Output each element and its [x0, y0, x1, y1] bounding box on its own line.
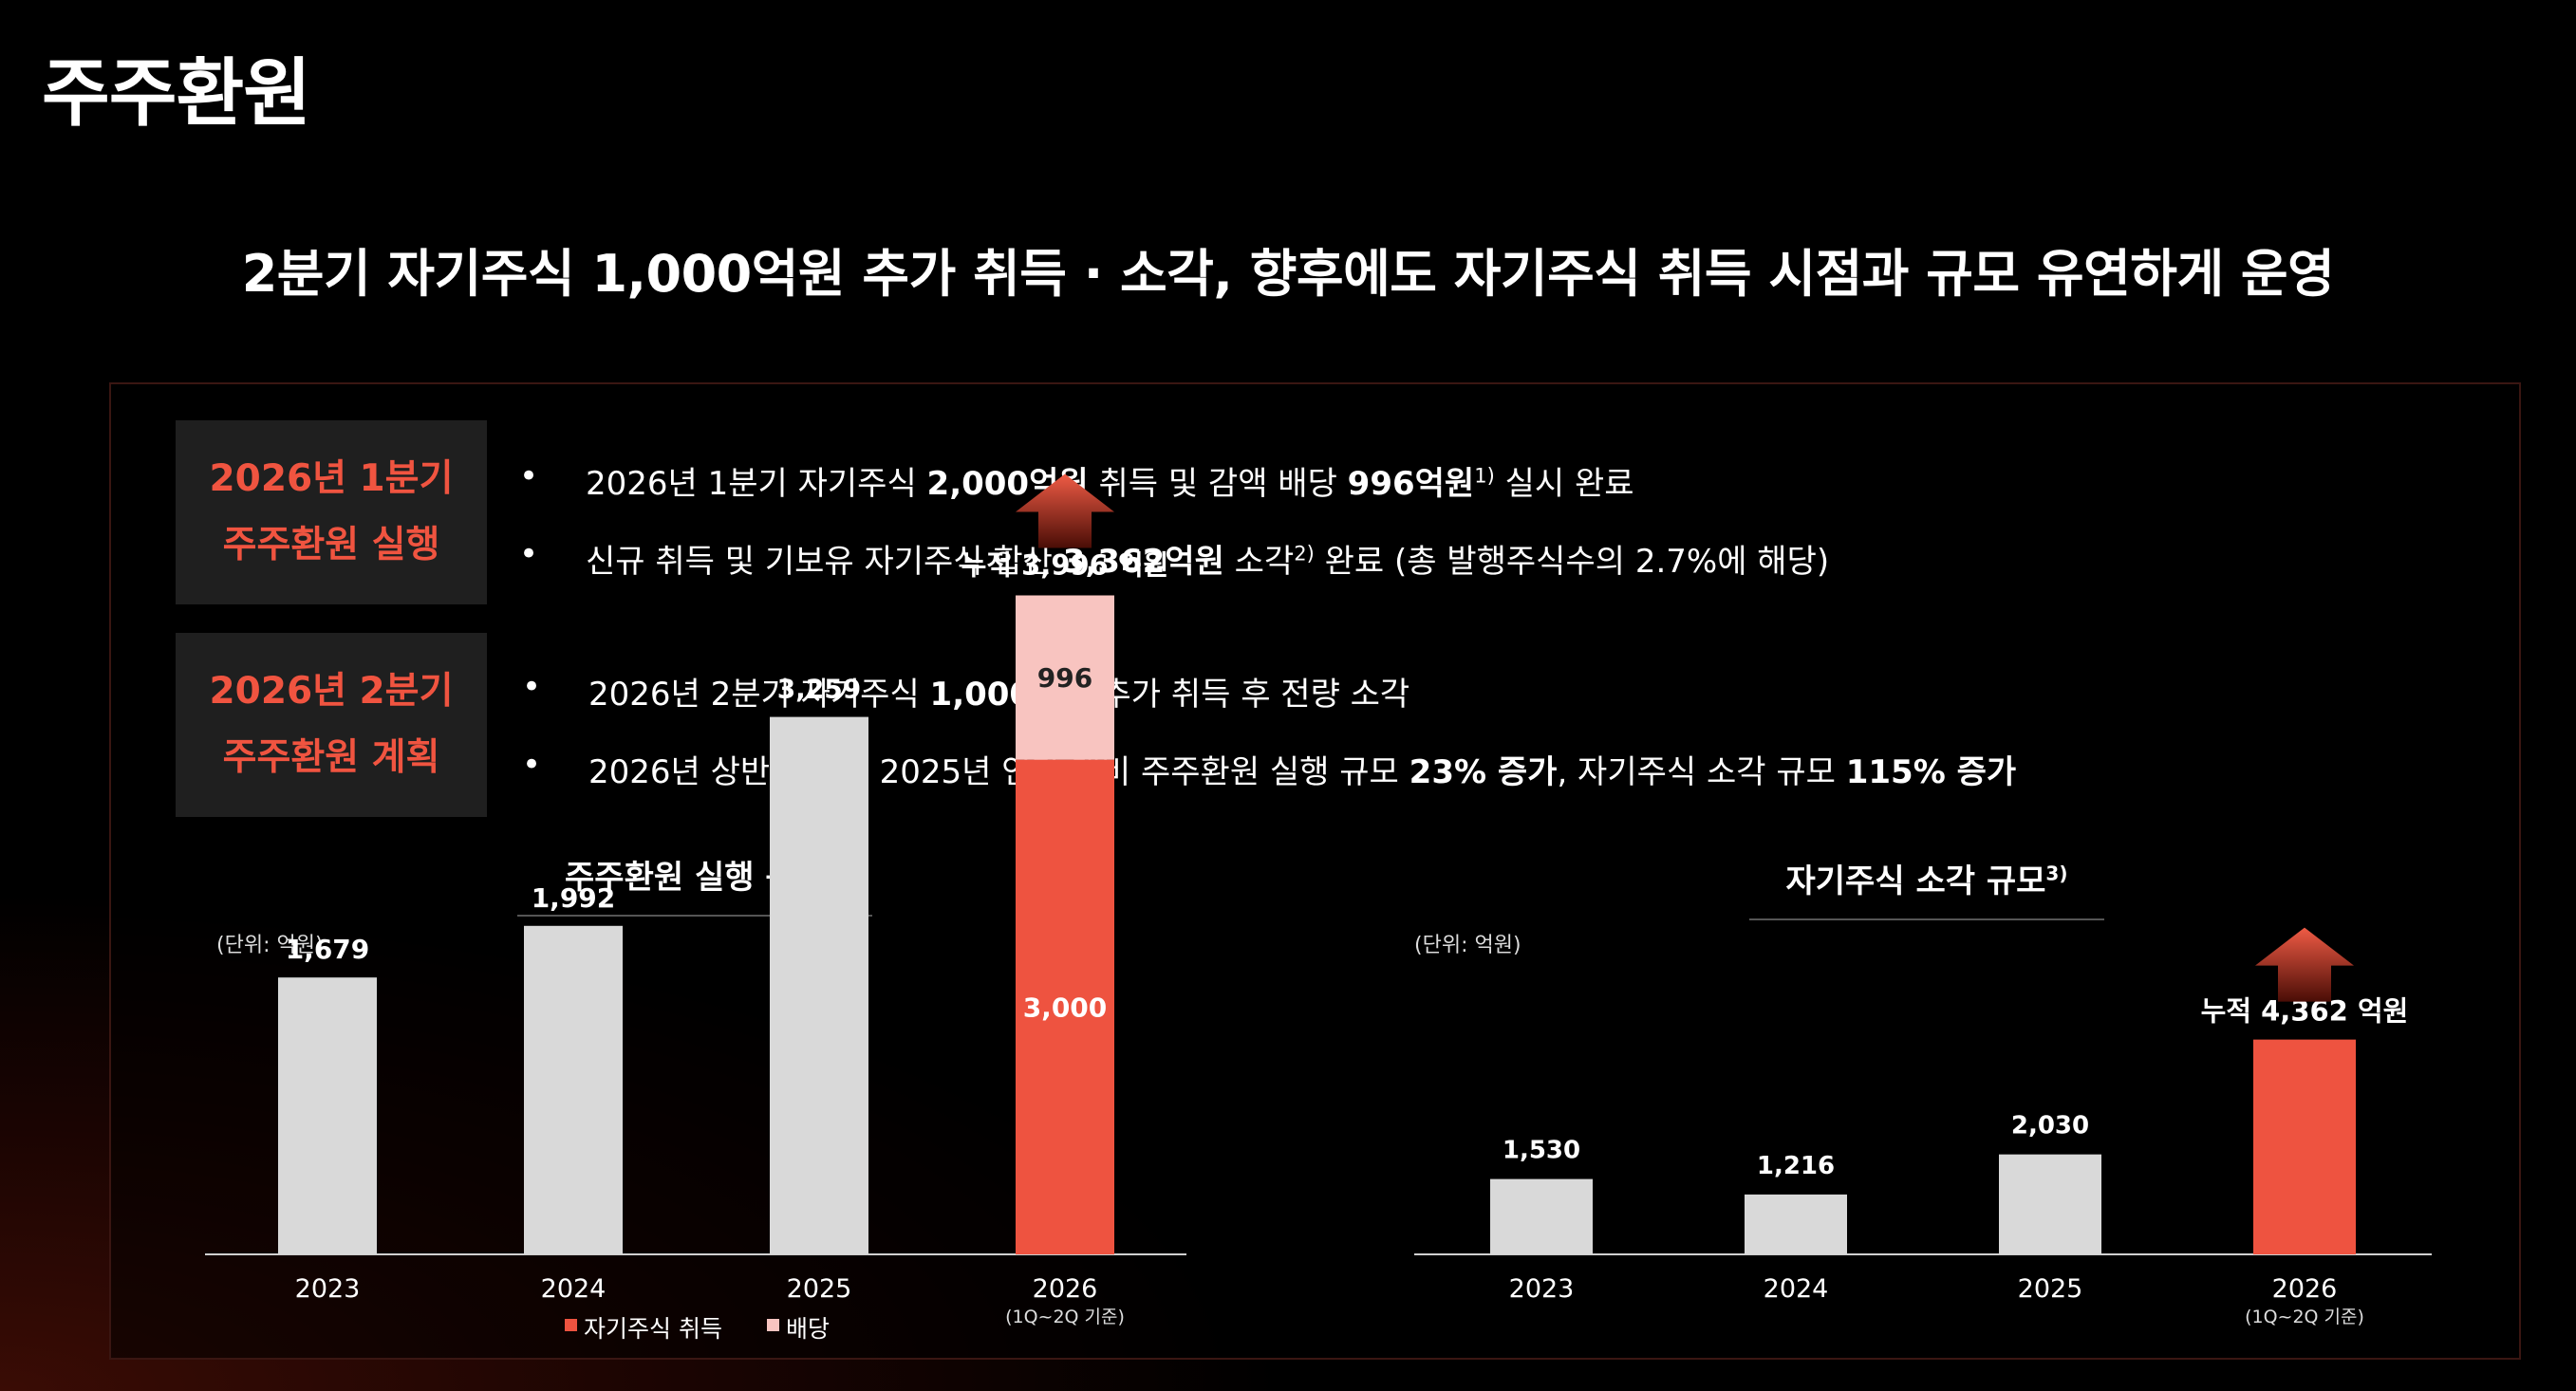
chart-2-category-label: 2026 — [2272, 1274, 2338, 1304]
legend-dividend-label: 배당 — [786, 1315, 830, 1343]
bullet-dot-icon: • — [522, 746, 542, 784]
chart-1-up-arrow-icon-shape — [1016, 473, 1114, 548]
chart-1-bar-2026-dividend — [1016, 595, 1114, 760]
chart-1-annotation: 누적 3,996 억원 — [961, 548, 1169, 581]
bullet-emphasis: 996억원 — [1347, 465, 1475, 503]
bullet-dot-icon: • — [519, 457, 539, 495]
chart-2-value-label: 1,216 — [1757, 1152, 1835, 1180]
bullet-text: 2026년 상반기 기준 2025년 연간 대비 주주환원 실행 규모 — [588, 753, 1409, 791]
bullet-q1-2: • 신규 취득 및 기보유 자기주식 합산 3,362억원 소각2) 완료 (총… — [519, 535, 1830, 582]
bullet-text: , 자기주식 소각 규모 — [1557, 753, 1846, 791]
bullet-emphasis: 115% 증가 — [1845, 753, 2017, 791]
bullet-q2-2: • 2026년 상반기 기준 2025년 연간 대비 주주환원 실행 규모 23… — [522, 746, 2017, 792]
chart-1-category-label: 2025 — [787, 1274, 852, 1304]
bullet-text: 소각 — [1223, 543, 1295, 581]
chart-1-segment-label-dividend: 996 — [1037, 662, 1092, 694]
bullet-text: 취득 및 감액 배당 — [1088, 465, 1348, 503]
chart-2-bar-2025 — [1999, 1154, 2101, 1254]
footnote-marker: 3) — [2045, 862, 2068, 885]
chart-2-category-note: (1Q~2Q 기준) — [2245, 1307, 2364, 1327]
chart-2-up-arrow-icon-shape — [2255, 927, 2354, 1002]
bullet-emphasis: 3,362억원 — [1062, 543, 1224, 581]
footnote-marker: 1) — [1474, 464, 1495, 488]
headline: 2분기 자기주식 1,000억원 추가 취득 · 소각, 향후에도 자기주식 취… — [241, 244, 2335, 304]
chart-2-bar-2024 — [1745, 1194, 1847, 1254]
bullet-q1-1: • 2026년 1분기 자기주식 2,000억원 취득 및 감액 배당 996억… — [519, 457, 1634, 504]
section-label-q1-line1: 2026년 1분기 — [209, 457, 454, 500]
section-label-q2-line1: 2026년 2분기 — [209, 670, 454, 713]
bullet-dot-icon: • — [519, 535, 539, 573]
section-label-q2: 2026년 2분기 주주환원 계획 — [176, 633, 487, 817]
chart-1-unit: (단위: 억원) — [216, 934, 324, 957]
bullet-q2-1: • 2026년 2분기 자기주식 1,000억원 추가 취득 후 전량 소각 — [522, 668, 1410, 714]
chart-1-segment-label-buyback: 3,000 — [1023, 992, 1108, 1023]
bullet-dot-icon: • — [522, 668, 542, 706]
bullet-text: 2026년 2분기 자기주식 — [588, 676, 930, 714]
bullet-text: 추가 취득 후 전량 소각 — [1091, 676, 1410, 714]
chart-1-bar-2025 — [770, 716, 868, 1254]
chart-1-category-label: 2024 — [541, 1274, 607, 1304]
chart-1-bar-2026-buyback — [1016, 759, 1114, 1254]
chart-2-category-label: 2024 — [1764, 1274, 1829, 1304]
legend-dividend-swatch — [767, 1319, 779, 1331]
bullet-text: 실시 완료 — [1494, 465, 1634, 503]
chart-2-bar-2026 — [2253, 1039, 2356, 1254]
chart-2-up-arrow-icon — [2255, 927, 2354, 1002]
chart-2-unit: (단위: 억원) — [1414, 934, 1521, 957]
section-label-q1-line2: 주주환원 실행 — [222, 524, 440, 566]
chart-1-value-label: 1,679 — [286, 934, 370, 965]
bullet-text: 신규 취득 및 기보유 자기주식 합산 — [586, 543, 1063, 581]
page-title: 주주환원 — [42, 51, 311, 137]
chart-1-value-label: 1,992 — [532, 882, 616, 914]
footnote-marker: 2) — [1294, 542, 1315, 566]
bullet-text: 2026년 1분기 자기주식 — [586, 465, 927, 503]
section-label-q2-line2: 주주환원 계획 — [222, 736, 440, 779]
chart-2-value-label: 1,530 — [1503, 1137, 1580, 1165]
legend-buyback-swatch — [565, 1319, 577, 1331]
section-label-q1: 2026년 1분기 주주환원 실행 — [176, 420, 487, 604]
chart-1-category-label: 2023 — [295, 1274, 361, 1304]
chart-1-value-label: 3,259 — [777, 674, 862, 705]
chart-2-title: 자기주식 소각 규모3) — [1749, 855, 2104, 920]
content-panel — [109, 382, 2521, 1360]
chart-2-title-text: 자기주식 소각 규모 — [1785, 862, 2046, 900]
chart-2-category-label: 2025 — [2018, 1274, 2083, 1304]
chart-2-bar-2023 — [1490, 1178, 1593, 1254]
chart-2-value-label: 2,030 — [2011, 1112, 2089, 1141]
chart-1-category-note: (1Q~2Q 기준) — [1005, 1307, 1125, 1327]
chart-1-bar-2024 — [524, 925, 623, 1254]
bullet-text: 완료 (총 발행주식수의 2.7%에 해당) — [1314, 543, 1830, 581]
legend-buyback-label: 자기주식 취득 — [584, 1315, 722, 1343]
chart-2-category-label: 2023 — [1509, 1274, 1575, 1304]
bullet-emphasis: 23% 증가 — [1409, 753, 1558, 791]
chart-1-category-label: 2026 — [1033, 1274, 1098, 1304]
chart-1-bar-2023 — [278, 977, 377, 1254]
chart-1-up-arrow-icon — [1016, 473, 1114, 548]
